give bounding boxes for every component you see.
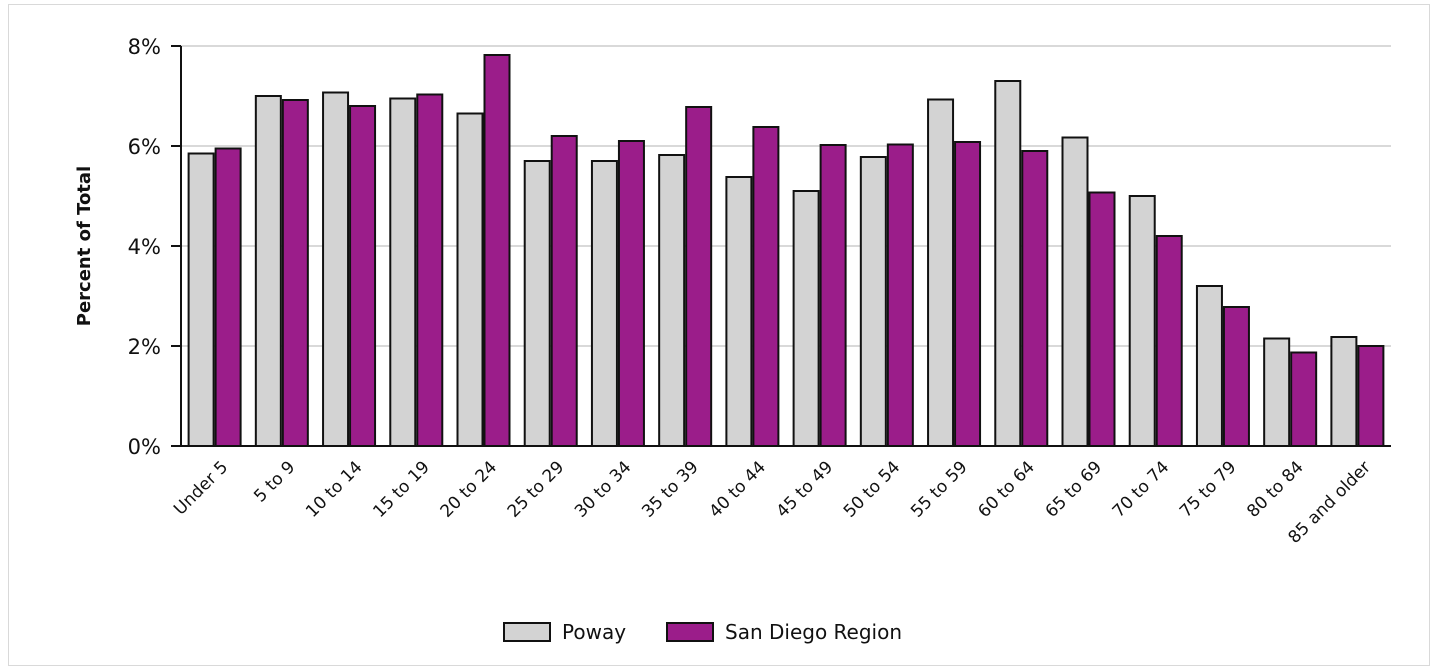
legend-swatch-poway: [503, 622, 551, 642]
bars: [187, 54, 1385, 447]
y-tick-label: 2%: [128, 335, 161, 359]
x-axis-labels: Under 5 5 to 9 10 to 14 15 to 19 20 to 24 25 …: [170, 457, 1375, 547]
bar-san-diego-region: [214, 147, 242, 447]
legend-swatch-san-diego-region: [666, 622, 714, 642]
bar-san-diego-region: [819, 144, 847, 447]
bar-san-diego-region: [1222, 306, 1250, 447]
x-tick-label: 55 to 59: [907, 457, 971, 521]
x-tick-label: 45 to 49: [773, 457, 837, 521]
bar-san-diego-region: [416, 93, 444, 447]
bar-san-diego-region: [483, 54, 511, 447]
gridlines: [181, 45, 1391, 347]
bar-poway: [254, 95, 282, 447]
bar-poway: [456, 112, 484, 447]
bar-san-diego-region: [349, 105, 377, 447]
bar-poway: [792, 190, 820, 447]
bar-san-diego-region: [617, 140, 645, 447]
bar-poway: [725, 176, 753, 447]
y-axis-ticks: 0% 2% 4% 6% 8%: [128, 35, 181, 459]
y-axis-title: Percent of Total: [74, 166, 95, 326]
x-tick-label: 25 to 29: [504, 457, 568, 521]
bar-poway: [994, 80, 1022, 447]
x-tick-label: 80 to 84: [1243, 457, 1307, 521]
x-tick-label: 50 to 54: [840, 457, 904, 521]
legend-label-poway: Poway: [562, 620, 626, 644]
x-tick-label: 75 to 79: [1176, 457, 1240, 521]
bar-san-diego-region: [685, 106, 713, 447]
bar-poway: [1330, 336, 1358, 447]
bar-poway: [322, 91, 350, 447]
bar-san-diego-region: [1155, 235, 1183, 447]
bar-san-diego-region: [550, 135, 578, 447]
bar-san-diego-region: [1088, 191, 1116, 447]
x-tick-label: 10 to 14: [302, 457, 366, 521]
bar-poway: [1128, 195, 1156, 447]
bar-poway: [658, 154, 686, 447]
x-tick-label: 15 to 19: [369, 457, 433, 521]
bar-san-diego-region: [1357, 345, 1385, 447]
bar-poway: [590, 160, 618, 447]
y-tick-label: 8%: [128, 35, 161, 59]
bar-poway: [1195, 285, 1223, 447]
chart-frame: [8, 4, 1430, 666]
x-tick-label: 65 to 69: [1042, 457, 1106, 521]
bar-poway: [389, 97, 417, 447]
legend: Poway San Diego Region: [503, 620, 902, 644]
y-tick-label: 4%: [128, 235, 161, 259]
bar-poway: [187, 152, 215, 447]
x-tick-label: 70 to 74: [1109, 457, 1173, 521]
x-tick-label: Under 5: [170, 457, 232, 519]
bar-san-diego-region: [1021, 150, 1049, 447]
x-tick-label: 5 to 9: [250, 457, 299, 506]
x-tick-label: 30 to 34: [571, 457, 635, 521]
bar-san-diego-region: [752, 126, 780, 447]
legend-label-san-diego-region: San Diego Region: [725, 620, 902, 644]
bar-san-diego-region: [1290, 351, 1318, 447]
x-tick-label: 40 to 44: [705, 457, 769, 521]
bar-san-diego-region: [954, 141, 982, 447]
bar-poway: [523, 160, 551, 447]
x-tick-label: 60 to 64: [974, 457, 1038, 521]
bar-poway: [1061, 136, 1089, 447]
y-tick-label: 6%: [128, 135, 161, 159]
bar-poway: [927, 98, 955, 447]
axes: [180, 46, 1391, 447]
bar-san-diego-region: [886, 143, 914, 447]
x-tick-label: 35 to 39: [638, 457, 702, 521]
x-tick-label: 20 to 24: [437, 457, 501, 521]
bar-poway: [1263, 337, 1291, 447]
bar-poway: [859, 156, 887, 447]
y-tick-label: 0%: [128, 435, 161, 459]
bar-san-diego-region: [281, 99, 309, 447]
